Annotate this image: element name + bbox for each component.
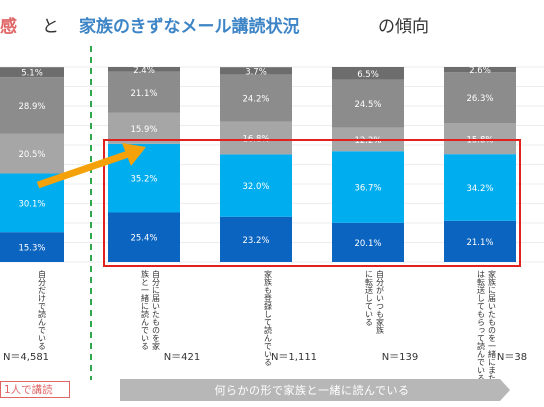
category-label-line: 自分がいつも家族: [376, 269, 385, 335]
highlight-box: [103, 139, 521, 267]
title-part-main: 家族のきずなメール講読状況: [79, 17, 300, 37]
category-label-line: 自分に届いたものを家: [152, 269, 161, 350]
bar-segment: [332, 67, 404, 80]
data-label: 24.5%: [354, 100, 381, 110]
bar-segment: [108, 212, 180, 262]
category-label-line: 自分だけで読んでいる: [38, 269, 47, 350]
bar-segment: [220, 216, 292, 262]
bar-segment: [0, 133, 64, 174]
trend-arrow-shaft: [36, 150, 130, 189]
data-label: 32.0%: [242, 182, 269, 192]
data-label: 5.1%: [21, 69, 43, 79]
bar-segment: [220, 74, 292, 122]
category-label-line: 家族に届いたものを一緒にまた: [488, 269, 497, 382]
bar-segment: [444, 220, 516, 262]
sample-size-label: N＝139: [382, 352, 419, 363]
data-label: 6.5%: [357, 70, 379, 80]
data-label: 26.3%: [466, 94, 493, 104]
category-label-line: 族と一緒に読んでいる: [141, 269, 150, 350]
bar-segment: [108, 67, 180, 72]
bar-segment: [0, 67, 64, 78]
data-label: 15.3%: [18, 244, 45, 254]
sample-size-label: N＝1,111: [271, 352, 317, 363]
data-label: 25.4%: [130, 234, 157, 244]
title-part-to: と: [42, 17, 59, 37]
sample-size-label: N＝4,581: [3, 352, 49, 363]
bar-segment: [0, 232, 64, 262]
bar-segment: [444, 72, 516, 124]
data-label: 3.7%: [245, 67, 267, 77]
category-label-line: 家族も登録して読んでいる: [264, 269, 273, 366]
bar-segment: [108, 112, 180, 144]
bar-segment: [332, 79, 404, 128]
data-label: 21.1%: [466, 238, 493, 248]
sample-size-label: N＝38: [497, 352, 527, 363]
category-label-line: に転送している: [365, 270, 374, 326]
data-label: 21.1%: [130, 89, 157, 99]
data-label: 34.2%: [466, 184, 493, 194]
data-label: 2.4%: [133, 66, 155, 76]
bar-segment: [220, 121, 292, 155]
data-label: 36.7%: [354, 184, 381, 194]
bar-segment: [444, 67, 516, 73]
data-label: 30.1%: [18, 199, 45, 209]
bar-segment: [444, 123, 516, 155]
shared-reading-arrow: [120, 379, 510, 401]
bar-segment: [220, 154, 292, 217]
data-label: 15.9%: [130, 125, 157, 135]
data-label: 23.2%: [242, 236, 269, 246]
bar-segment: [0, 77, 64, 134]
solo-reading-label: 1人で講読: [0, 381, 70, 398]
data-label: 20.1%: [354, 239, 381, 249]
bar-segment: [332, 222, 404, 262]
chart-title: 感 と 家族のきずなメール講読状況 の傾向: [0, 12, 544, 42]
data-label: 20.5%: [18, 150, 45, 160]
bar-segment: [108, 71, 180, 113]
bar-segment: [220, 67, 292, 75]
bar-segment: [332, 151, 404, 223]
trend-arrow-head: [122, 143, 146, 166]
data-label: 24.2%: [242, 95, 269, 105]
category-label: 自分だけで読んでいる: [38, 269, 47, 350]
sample-size-label: N＝421: [164, 352, 201, 363]
data-label: 2.6%: [469, 66, 491, 76]
title-part-accent: 感: [0, 17, 17, 37]
title-part-suffix: の傾向: [378, 17, 429, 37]
category-label: 家族も登録して読んでいる: [264, 269, 273, 366]
bar-segment: [444, 154, 516, 221]
data-label: 35.2%: [130, 175, 157, 185]
shared-reading-label: 何らかの形で家族と一緒に読んでいる: [214, 384, 410, 397]
data-label: 28.9%: [18, 102, 45, 112]
category-label-line: は転送してもらって読んでいる: [477, 270, 486, 382]
